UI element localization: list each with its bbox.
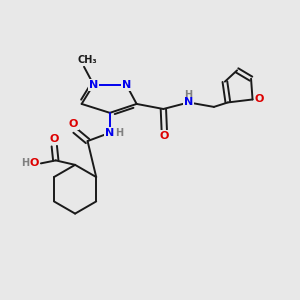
Text: N: N — [89, 80, 98, 90]
Text: N: N — [184, 98, 193, 107]
Text: N: N — [105, 128, 115, 138]
Text: N: N — [122, 80, 131, 90]
Text: CH₃: CH₃ — [77, 55, 97, 65]
Text: O: O — [69, 119, 78, 129]
Text: O: O — [50, 134, 59, 144]
Text: O: O — [160, 131, 169, 141]
Text: H: H — [21, 158, 29, 168]
Text: H: H — [184, 90, 193, 100]
Text: O: O — [254, 94, 264, 104]
Text: H: H — [115, 128, 123, 138]
Text: O: O — [29, 158, 38, 168]
